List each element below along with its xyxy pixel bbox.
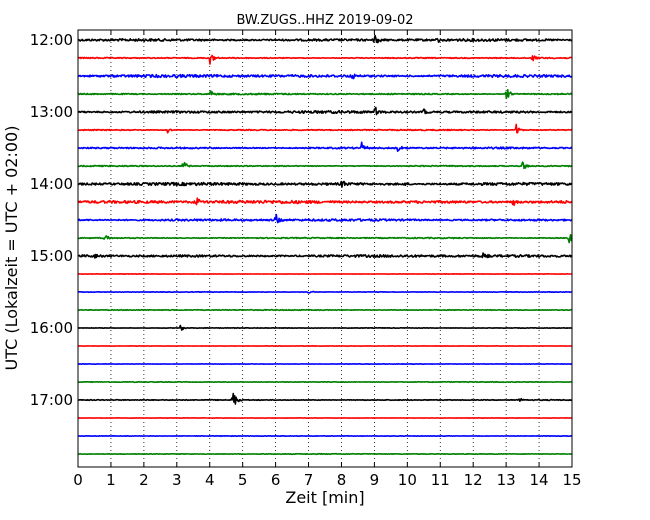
seismic-trace [77,161,573,170]
trace-group [77,34,573,456]
seismic-trace [77,89,573,100]
x-tick-label: 5 [238,471,248,489]
x-tick-label: 11 [431,471,450,489]
x-tick-label: 1 [106,471,116,489]
seismic-trace [77,73,573,80]
y-tick-label: 16:00 [30,319,73,337]
seismic-trace [77,34,573,44]
axis-ticks: 0 1 2 3 4 5 6 7 8 9 10 11 12 13 14 1512:0013:0014:0015:… [30,30,582,489]
seismic-trace [77,123,573,134]
seismic-trace [77,213,573,224]
x-tick-label: 9 [370,471,380,489]
x-tick-label: 12 [464,471,483,489]
seismic-trace [77,290,573,294]
seismic-trace [77,233,573,244]
seismic-trace [77,54,573,65]
seismic-trace [77,180,573,188]
grid-lines [110,30,540,467]
x-tick-label: 2 [139,471,149,489]
seismic-trace [77,141,573,152]
seismic-trace [77,106,573,116]
x-tick-label: 0 [73,471,83,489]
x-tick-label: 3 [172,471,182,489]
seismic-trace [77,308,573,312]
seismic-trace [77,324,573,331]
y-tick-label: 13:00 [30,103,73,121]
seismic-trace [77,392,573,405]
y-axis-label: UTC (Lokalzeit = UTC + 02:00) [2,126,21,371]
x-tick-label: 14 [530,471,549,489]
chart-title: BW.ZUGS..HHZ 2019-09-02 [236,13,413,28]
x-axis-label: Zeit [min] [285,488,364,507]
x-tick-label: 13 [497,471,516,489]
seismic-trace [77,252,573,259]
y-tick-label: 12:00 [30,31,73,49]
x-tick-label: 8 [337,471,347,489]
seismic-trace [77,434,573,438]
seismic-trace [77,197,573,207]
seismic-trace [77,380,573,384]
x-tick-label: 7 [304,471,314,489]
x-tick-label: 6 [271,471,281,489]
seismic-trace [77,452,573,456]
y-tick-label: 15:00 [30,247,73,265]
y-tick-label: 17:00 [30,391,73,409]
y-tick-label: 14:00 [30,175,73,193]
x-tick-label: 10 [398,471,417,489]
x-tick-label: 15 [562,471,581,489]
plot-frame [77,29,573,468]
x-tick-label: 4 [205,471,215,489]
